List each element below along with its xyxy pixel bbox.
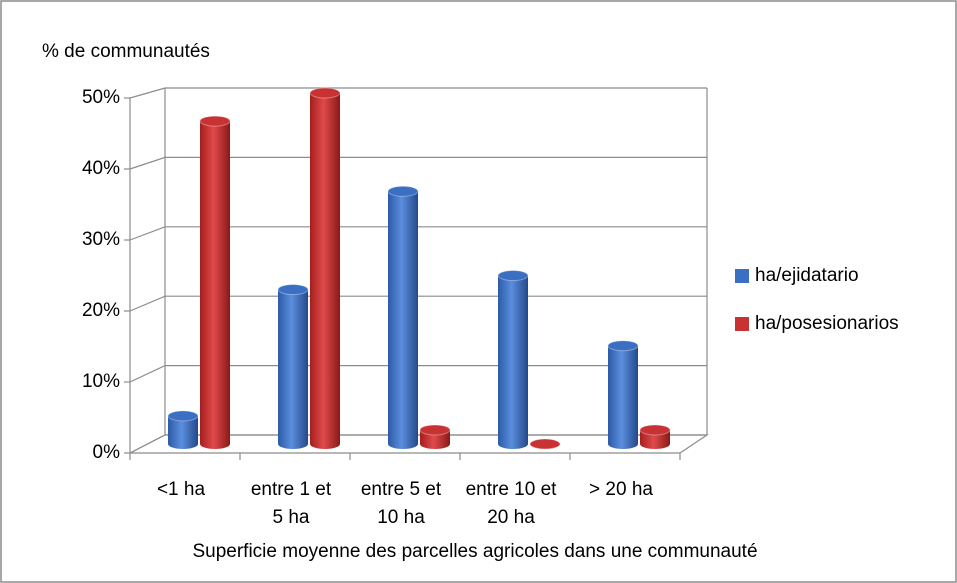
bar-body: [388, 191, 418, 449]
y-tick-label: 30%: [82, 229, 120, 250]
plot-area: 0% 10% 20% 30% 40% 50% ha/ejidatario ha/posesio…: [82, 87, 899, 463]
x-tick-label: <1 ha: [156, 479, 206, 500]
y-tick-label: 40%: [82, 158, 120, 179]
bar-body: [200, 121, 230, 449]
x-tick-label: > 20 ha: [589, 479, 653, 500]
y-tick-label: 20%: [82, 300, 120, 321]
bar: [607, 340, 639, 449]
y-axis-title: % de communautés: [42, 41, 210, 62]
bar: [639, 424, 671, 449]
bar-body: [168, 415, 198, 449]
bar-body: [640, 429, 670, 449]
bar-top: [419, 424, 451, 436]
x-tick-label: entre 10 et 20 ha: [465, 479, 557, 528]
bar-top: [529, 438, 561, 450]
grid-line: [129, 226, 707, 241]
bar: [387, 185, 419, 449]
bar: [277, 284, 309, 449]
bar: [497, 270, 529, 449]
x-tick-label: entre 5 et 10 ha: [360, 479, 442, 528]
y-tick-label: 10%: [82, 371, 120, 392]
bar-body: [310, 93, 340, 449]
legend-swatch: [735, 269, 749, 283]
x-tick-label: entre 1 et 5 ha: [250, 479, 332, 528]
bar-top: [497, 270, 529, 282]
bar-body: [278, 289, 308, 449]
grid-line: [129, 87, 707, 99]
bar-body: [608, 345, 638, 449]
bar-top: [199, 115, 231, 127]
bar-top: [309, 87, 341, 99]
bar: [309, 87, 341, 449]
legend-label: ha/posesionarios: [755, 313, 899, 334]
grid-line: [129, 156, 707, 170]
bar-top: [277, 284, 309, 296]
bar-top: [639, 424, 671, 436]
bar-top: [167, 410, 199, 422]
bar-body: [420, 429, 450, 449]
y-tick-label: 0%: [93, 442, 121, 463]
bar-top: [387, 185, 419, 197]
bar: [529, 438, 561, 450]
legend-label: ha/ejidatario: [755, 265, 859, 286]
bar-body: [498, 275, 528, 449]
bar: [167, 410, 199, 449]
y-tick-label: 50%: [82, 87, 120, 108]
bar-top: [607, 340, 639, 352]
bar: [419, 424, 451, 449]
x-axis-title: Superficie moyenne des parcelles agricol…: [192, 541, 757, 562]
legend-swatch: [735, 317, 749, 331]
bar: [199, 115, 231, 449]
